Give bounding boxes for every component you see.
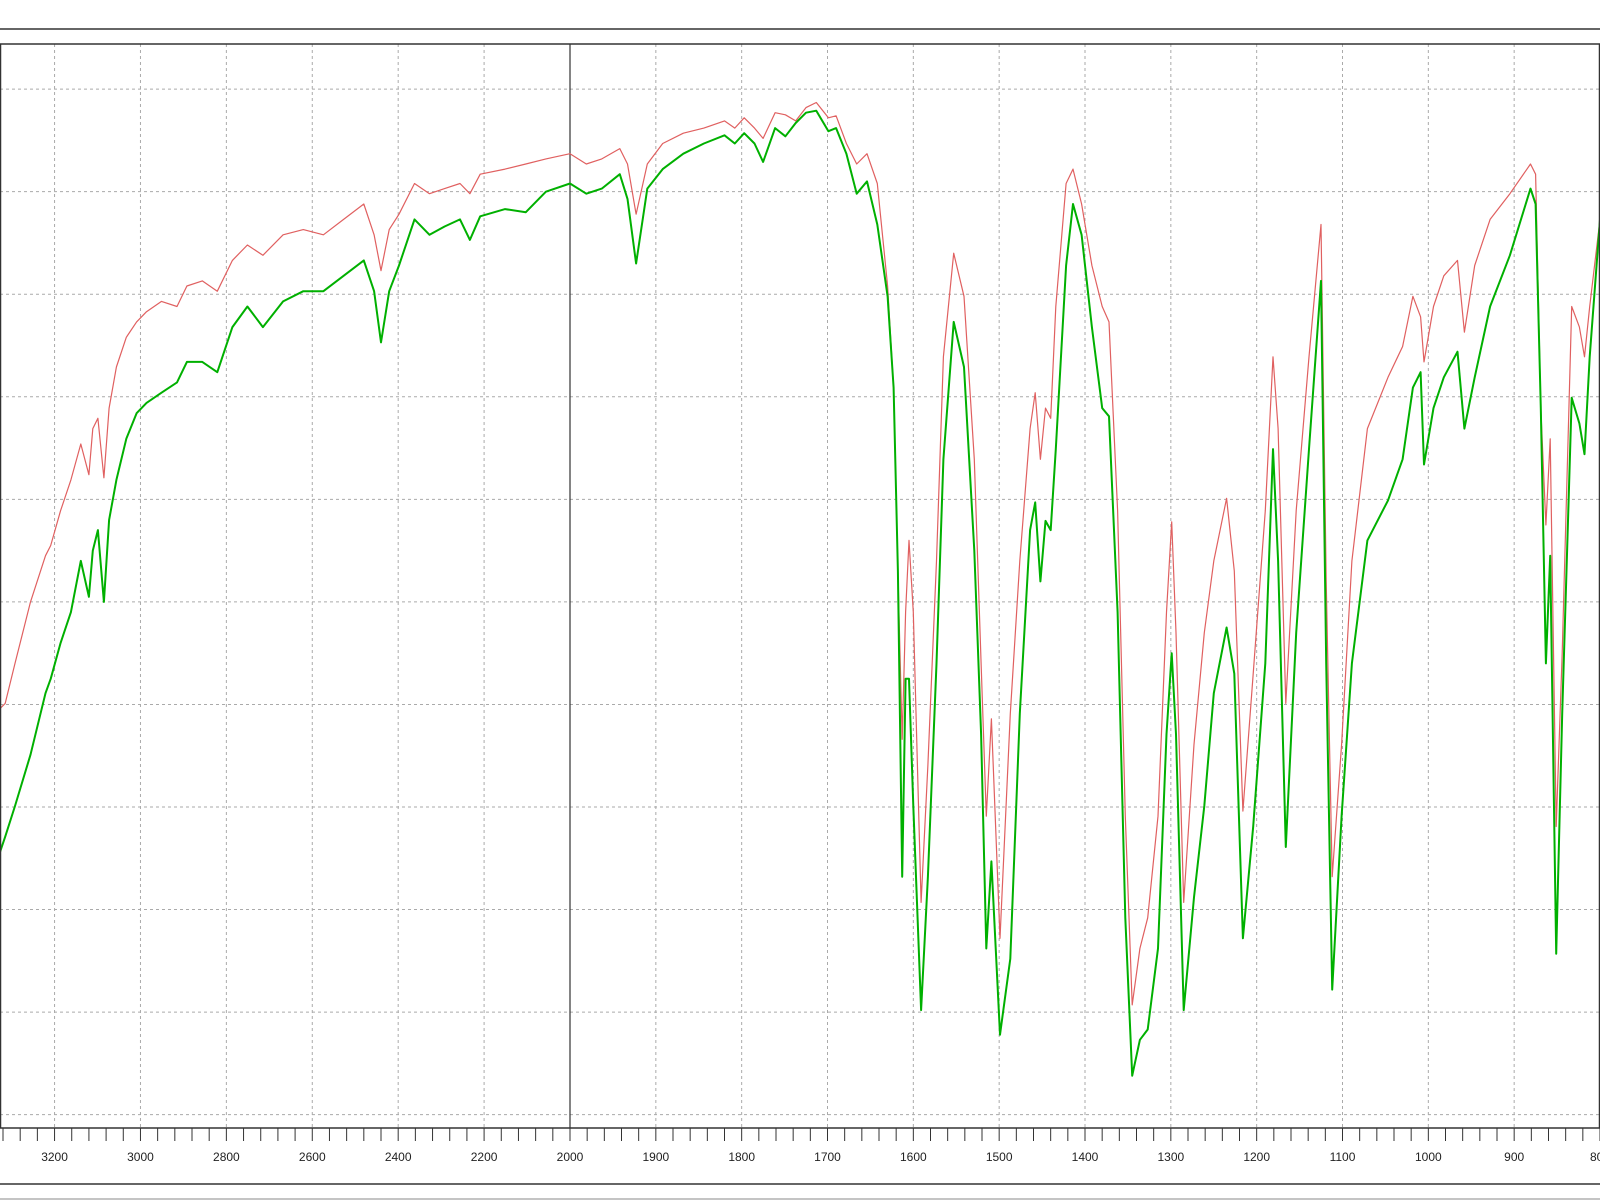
x-tick-label: 1000 [1415,1150,1442,1164]
x-tick-label: 1800 [728,1150,755,1164]
x-tick-label: 2800 [213,1150,240,1164]
x-tick-label: 3000 [127,1150,154,1164]
grid [0,44,1600,1128]
x-tick-label: 2600 [299,1150,326,1164]
spectrum-line [0,109,1600,1077]
x-tick-label: 3200 [41,1150,68,1164]
x-tick-label: 1400 [1072,1150,1099,1164]
x-tick-label: 1100 [1330,1150,1356,1164]
x-tick-label: 900 [1504,1150,1524,1164]
x-tick-label: 1900 [642,1150,669,1164]
x-axis: 3200 3000 2800 2600 2400 2200 2000 1900 1800 1700… [2,1128,1600,1164]
spectrum-line [0,101,1600,1006]
x-tick-label: 1600 [900,1150,927,1164]
x-tick-label: 1700 [814,1150,841,1164]
x-tick-label: 2200 [471,1150,498,1164]
x-tick-label: 1500 [986,1150,1013,1164]
x-tick-label: 1200 [1243,1150,1270,1164]
plot-area [0,101,1600,1077]
x-tick-label: 2000 [557,1150,584,1164]
x-tick-label: 1300 [1157,1150,1184,1164]
x-tick-label: 2400 [385,1150,412,1164]
x-tick-label: 800 [1590,1150,1600,1164]
